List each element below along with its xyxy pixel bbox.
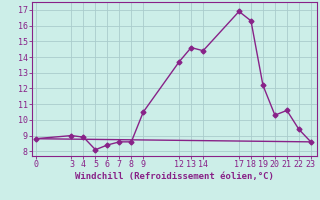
- X-axis label: Windchill (Refroidissement éolien,°C): Windchill (Refroidissement éolien,°C): [75, 172, 274, 181]
